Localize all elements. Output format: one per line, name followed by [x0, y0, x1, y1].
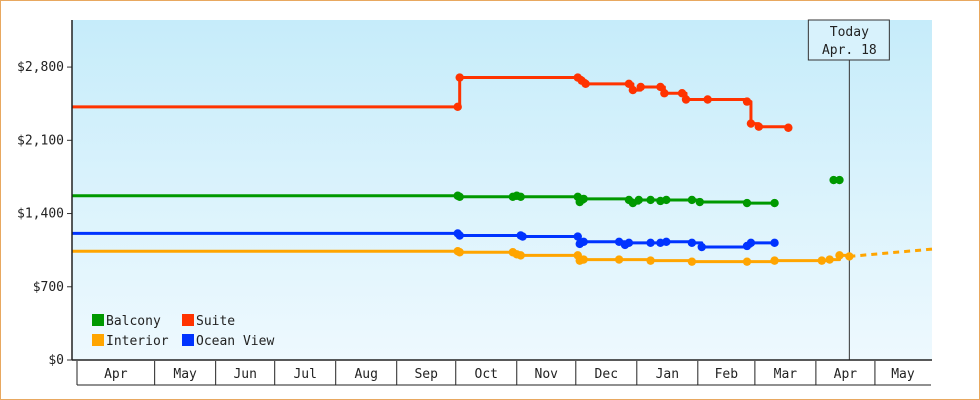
y-tick-label: $2,800	[17, 60, 64, 75]
data-point	[579, 194, 588, 204]
data-point	[455, 231, 464, 240]
legend-swatch	[182, 314, 194, 326]
data-point	[581, 79, 590, 89]
legend-label: Balcony	[106, 314, 161, 329]
data-point	[646, 238, 655, 248]
data-point	[624, 79, 634, 89]
data-point	[573, 232, 582, 241]
data-point	[453, 102, 462, 112]
month-label: Jun	[233, 367, 256, 382]
y-tick-label: $700	[33, 280, 64, 295]
data-point	[742, 97, 752, 106]
series-suite	[72, 73, 793, 132]
data-point	[646, 195, 655, 205]
data-point	[835, 175, 844, 185]
month-label: Mar	[774, 367, 798, 382]
data-point	[746, 119, 756, 128]
month-label: Apr	[104, 367, 128, 382]
data-point	[817, 256, 826, 265]
data-point	[697, 242, 706, 252]
month-label: Oct	[475, 367, 498, 382]
month-label: Jan	[656, 367, 679, 382]
data-point	[614, 255, 624, 264]
month-label: Nov	[535, 367, 559, 382]
data-point	[681, 95, 691, 104]
legend-label: Suite	[196, 314, 235, 329]
data-point	[656, 82, 665, 92]
plot-area	[72, 20, 932, 360]
data-point	[754, 122, 764, 131]
data-point	[703, 95, 712, 104]
today-label: Today	[830, 25, 869, 40]
data-point	[646, 256, 655, 265]
data-point	[784, 123, 793, 132]
data-point	[770, 238, 779, 248]
data-point	[636, 82, 645, 92]
month-label: Sep	[414, 367, 438, 382]
data-point	[516, 192, 525, 201]
month-label: Dec	[595, 367, 618, 382]
data-point	[455, 192, 464, 201]
y-tick-label: $0	[48, 353, 64, 368]
month-label: May	[173, 367, 197, 382]
data-point	[770, 198, 779, 208]
month-label: Apr	[834, 367, 858, 382]
data-point	[579, 237, 588, 246]
data-point	[518, 232, 527, 241]
month-label: Jul	[293, 367, 316, 382]
data-point	[662, 195, 671, 205]
data-point	[516, 251, 525, 260]
data-point	[660, 89, 669, 98]
data-point	[835, 251, 844, 260]
legend-label: Interior	[106, 334, 169, 349]
y-tick-label: $1,400	[17, 207, 64, 222]
data-point	[455, 73, 464, 82]
today-date-label: Apr. 18	[822, 43, 877, 58]
today-box	[807, 19, 890, 61]
data-point	[825, 255, 834, 264]
month-label: Aug	[354, 367, 377, 382]
data-point	[687, 257, 697, 266]
data-point	[628, 85, 638, 95]
projection-line	[849, 247, 933, 258]
legend-label: Ocean View	[196, 334, 274, 349]
data-point	[579, 255, 588, 264]
legend-swatch	[182, 334, 194, 346]
data-point	[742, 198, 752, 208]
extra-markers	[829, 175, 844, 185]
legend-swatch	[92, 334, 104, 346]
legend-swatch	[92, 314, 104, 326]
data-point	[687, 238, 697, 248]
x-axis-band	[77, 361, 931, 385]
data-point	[687, 195, 697, 205]
data-point	[677, 89, 687, 98]
series-ocean-view	[72, 229, 779, 252]
series-balcony	[72, 191, 779, 208]
y-tick-label: $2,100	[17, 133, 64, 148]
data-point	[742, 257, 752, 266]
data-point	[634, 195, 643, 205]
data-point	[695, 197, 704, 207]
series-interior	[72, 247, 854, 266]
data-point	[829, 175, 838, 185]
data-point	[746, 238, 756, 248]
month-label: Feb	[715, 367, 739, 382]
data-point	[624, 238, 634, 248]
month-label: May	[891, 367, 915, 382]
data-point	[662, 237, 671, 246]
data-point	[455, 248, 464, 257]
data-point	[770, 256, 779, 265]
